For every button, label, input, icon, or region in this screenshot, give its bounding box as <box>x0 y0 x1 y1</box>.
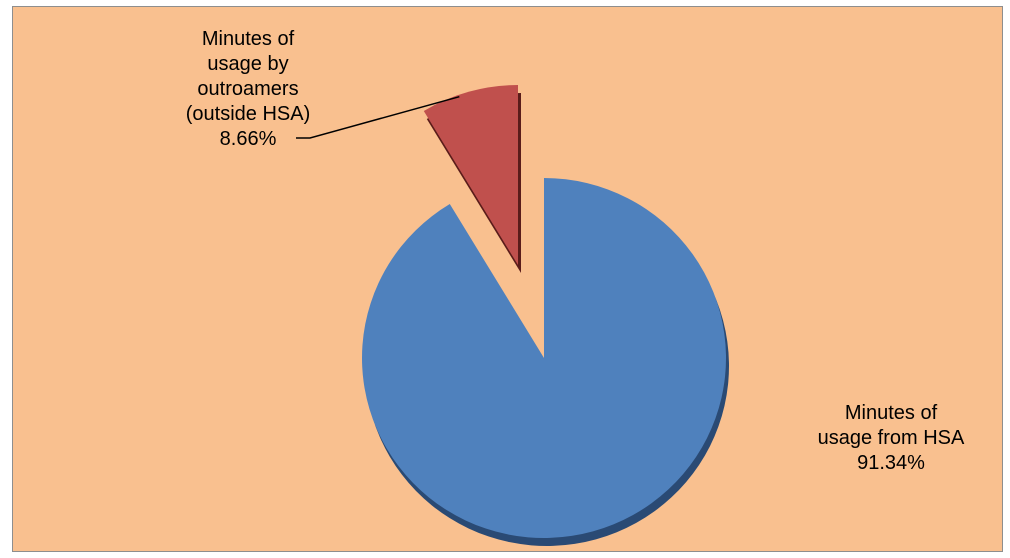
slice-label-outroamers: Minutes of usage by outroamers (outside … <box>185 28 311 150</box>
pie-slice-1 <box>362 178 727 538</box>
chart-area: Minutes of usage by outroamers (outside … <box>12 6 1003 552</box>
leader-line-outroamers <box>296 95 460 139</box>
pie-chart <box>296 85 730 546</box>
pie-slice-2 <box>423 85 518 265</box>
slice-label-hsa: Minutes of usage from HSA 91.34% <box>817 402 965 474</box>
